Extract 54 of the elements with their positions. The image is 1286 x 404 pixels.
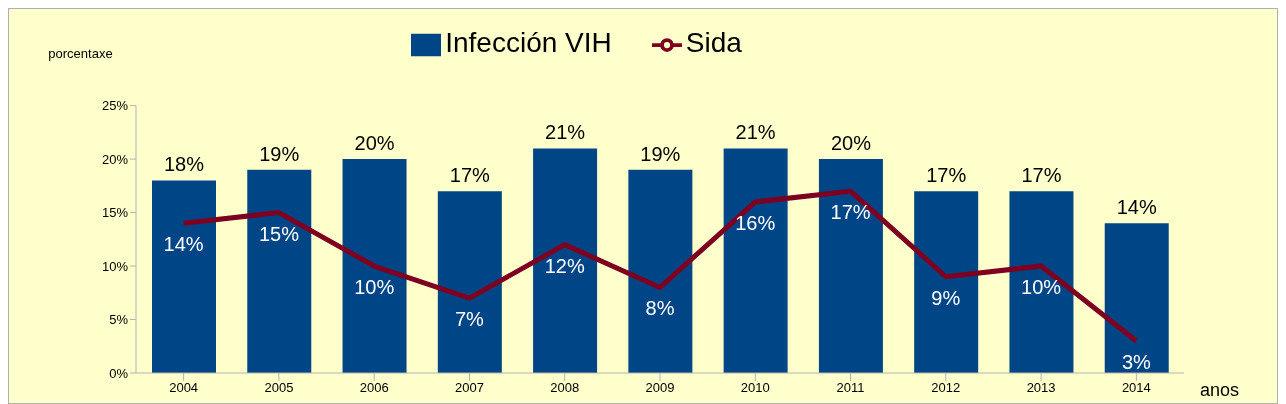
data-label: 9% — [931, 286, 961, 309]
x-tick-label: 2009 — [645, 380, 675, 396]
data-label: 21% — [735, 121, 776, 144]
bar — [533, 148, 598, 373]
y-tick-label: 20% — [101, 151, 129, 167]
data-label: 10% — [354, 276, 395, 299]
data-label: 8% — [645, 297, 675, 320]
bar — [723, 148, 788, 373]
bar — [342, 159, 407, 373]
data-label: 7% — [455, 308, 485, 331]
bar — [628, 169, 693, 373]
data-label: 15% — [258, 222, 300, 245]
y-tick-label: 5% — [109, 312, 129, 328]
data-label: 20% — [354, 132, 395, 155]
y-tick-label: 10% — [101, 258, 129, 274]
data-label: 17% — [1021, 164, 1062, 187]
data-label: 18% — [163, 153, 205, 176]
data-label: 14% — [163, 233, 204, 256]
data-label: 19% — [640, 142, 681, 165]
bar — [1104, 223, 1169, 373]
x-tick-label: 2008 — [550, 380, 580, 396]
x-axis-title: anos — [1200, 380, 1240, 401]
bar — [818, 159, 883, 373]
data-label: 17% — [926, 164, 967, 187]
y-tick-label: 0% — [109, 365, 129, 381]
y-tick-label: 25% — [101, 98, 129, 114]
bar — [914, 191, 979, 373]
data-label: 12% — [544, 254, 585, 277]
legend-label: Infección VIH — [445, 27, 612, 58]
data-label: 17% — [830, 201, 871, 224]
data-label: 10% — [1021, 276, 1062, 299]
x-tick-label: 2007 — [454, 380, 484, 396]
x-tick-label: 2010 — [740, 380, 770, 396]
data-label: 20% — [830, 132, 872, 155]
x-tick-label: 2013 — [1026, 380, 1056, 396]
x-tick-label: 2012 — [931, 380, 961, 396]
x-tick-label: 2004 — [169, 380, 199, 396]
y-tick-label: 15% — [101, 205, 129, 221]
data-label: 21% — [545, 121, 586, 144]
data-label: 3% — [1121, 350, 1152, 373]
bar — [247, 169, 312, 373]
x-tick-label: 2005 — [264, 380, 294, 396]
x-tick-label: 2011 — [836, 380, 865, 396]
y-axis-title: porcentaxe — [48, 45, 113, 61]
data-label: 14% — [1116, 196, 1157, 219]
x-tick-label: 2014 — [1121, 380, 1151, 396]
bar — [152, 180, 216, 373]
bar — [1009, 191, 1074, 373]
legend-label: Sida — [685, 27, 742, 58]
data-label: 16% — [735, 211, 776, 234]
data-label: 19% — [259, 142, 300, 165]
x-tick-label: 2006 — [359, 380, 389, 396]
bar — [437, 191, 502, 373]
data-label: 17% — [449, 164, 491, 187]
